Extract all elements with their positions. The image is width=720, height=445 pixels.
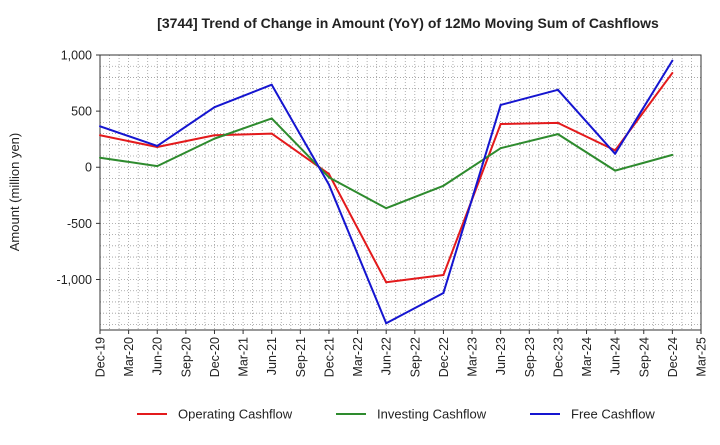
legend: Operating Cashflow Investing Cashflow Free… xyxy=(137,407,655,422)
free-cashflow-point xyxy=(385,322,388,325)
y-axis-label: Amount (million yen) xyxy=(7,133,22,252)
investing-cashflow-point xyxy=(270,117,273,120)
plot-frame xyxy=(99,54,702,331)
investing-cashflow-point xyxy=(327,176,330,179)
x-tick-label: Sep-24 xyxy=(637,337,651,377)
legend-label-investing-cashflow: Investing Cashflow xyxy=(377,407,487,422)
free-cashflow-point xyxy=(671,59,674,62)
investing-cashflow-point xyxy=(556,133,559,136)
y-tick-label: -1,000 xyxy=(57,273,92,287)
x-tick-label: Sep-23 xyxy=(523,337,537,377)
operating-cashflow-point xyxy=(327,172,330,175)
x-tick-label: Sep-21 xyxy=(294,337,308,377)
free-cashflow-point xyxy=(327,183,330,186)
free-cashflow-point xyxy=(614,152,617,155)
free-cashflow-point xyxy=(270,83,273,86)
operating-cashflow-point xyxy=(270,132,273,135)
free-cashflow-point xyxy=(556,88,559,91)
x-tick-label: Mar-20 xyxy=(122,337,136,377)
y-tick-label: -500 xyxy=(67,217,92,231)
x-tick-label: Jun-21 xyxy=(265,337,279,375)
investing-cashflow-point xyxy=(499,147,502,150)
y-tick-label: 1,000 xyxy=(61,49,92,63)
investing-cashflow-point xyxy=(442,184,445,187)
investing-cashflow-point xyxy=(213,137,216,140)
series-layer xyxy=(99,59,674,325)
investing-cashflow-point xyxy=(614,169,617,172)
chart-title: [3744] Trend of Change in Amount (YoY) o… xyxy=(157,15,659,31)
x-tick-label: Dec-19 xyxy=(94,337,108,377)
x-tick-label: Dec-24 xyxy=(666,337,680,377)
operating-cashflow-point xyxy=(99,134,101,137)
x-tick-label: Sep-20 xyxy=(179,337,193,377)
legend-label-operating-cashflow: Operating Cashflow xyxy=(178,407,293,422)
investing-cashflow-point xyxy=(156,165,159,168)
free-cashflow-point xyxy=(156,144,159,147)
x-tick-label: Mar-23 xyxy=(466,337,480,377)
free-cashflow-point xyxy=(442,291,445,294)
x-tick-label: Sep-22 xyxy=(408,337,422,377)
free-cashflow-point xyxy=(99,125,101,128)
x-tick-label: Jun-22 xyxy=(380,337,394,375)
grid-layer xyxy=(99,54,702,330)
x-tick-label: Mar-22 xyxy=(351,337,365,377)
operating-cashflow-point xyxy=(213,134,216,137)
y-tick-labels: 1,000 500 0 -500 -1,000 xyxy=(57,49,100,287)
operating-cashflow-point xyxy=(671,71,674,74)
y-tick-label: 0 xyxy=(85,161,92,175)
x-tick-label: Dec-22 xyxy=(437,337,451,377)
x-tick-labels: Dec-19 Mar-20 Jun-20 Sep-20 Dec-20 Mar-21 Jun-… xyxy=(94,330,709,377)
investing-cashflow-point xyxy=(99,156,101,159)
x-tick-label: Mar-25 xyxy=(695,337,709,377)
x-tick-label: Jun-23 xyxy=(494,337,508,375)
x-tick-label: Jun-24 xyxy=(609,337,623,375)
x-tick-label: Dec-21 xyxy=(322,337,336,377)
x-tick-label: Jun-20 xyxy=(151,337,165,375)
operating-cashflow-point xyxy=(614,149,617,152)
operating-cashflow-point xyxy=(499,123,502,126)
x-tick-label: Dec-20 xyxy=(208,337,222,377)
investing-cashflow-point xyxy=(671,153,674,156)
operating-cashflow-point xyxy=(442,274,445,276)
x-tick-label: Mar-21 xyxy=(237,337,251,377)
free-cashflow-point xyxy=(213,106,216,109)
investing-cashflow-point xyxy=(385,207,388,210)
free-cashflow-point xyxy=(499,103,502,106)
y-tick-label: 500 xyxy=(71,105,92,119)
operating-cashflow-point xyxy=(556,121,559,124)
x-tick-label: Mar-24 xyxy=(580,337,594,377)
operating-cashflow-point xyxy=(385,281,388,284)
x-tick-label: Dec-23 xyxy=(551,337,565,377)
legend-label-free-cashflow: Free Cashflow xyxy=(571,407,655,422)
